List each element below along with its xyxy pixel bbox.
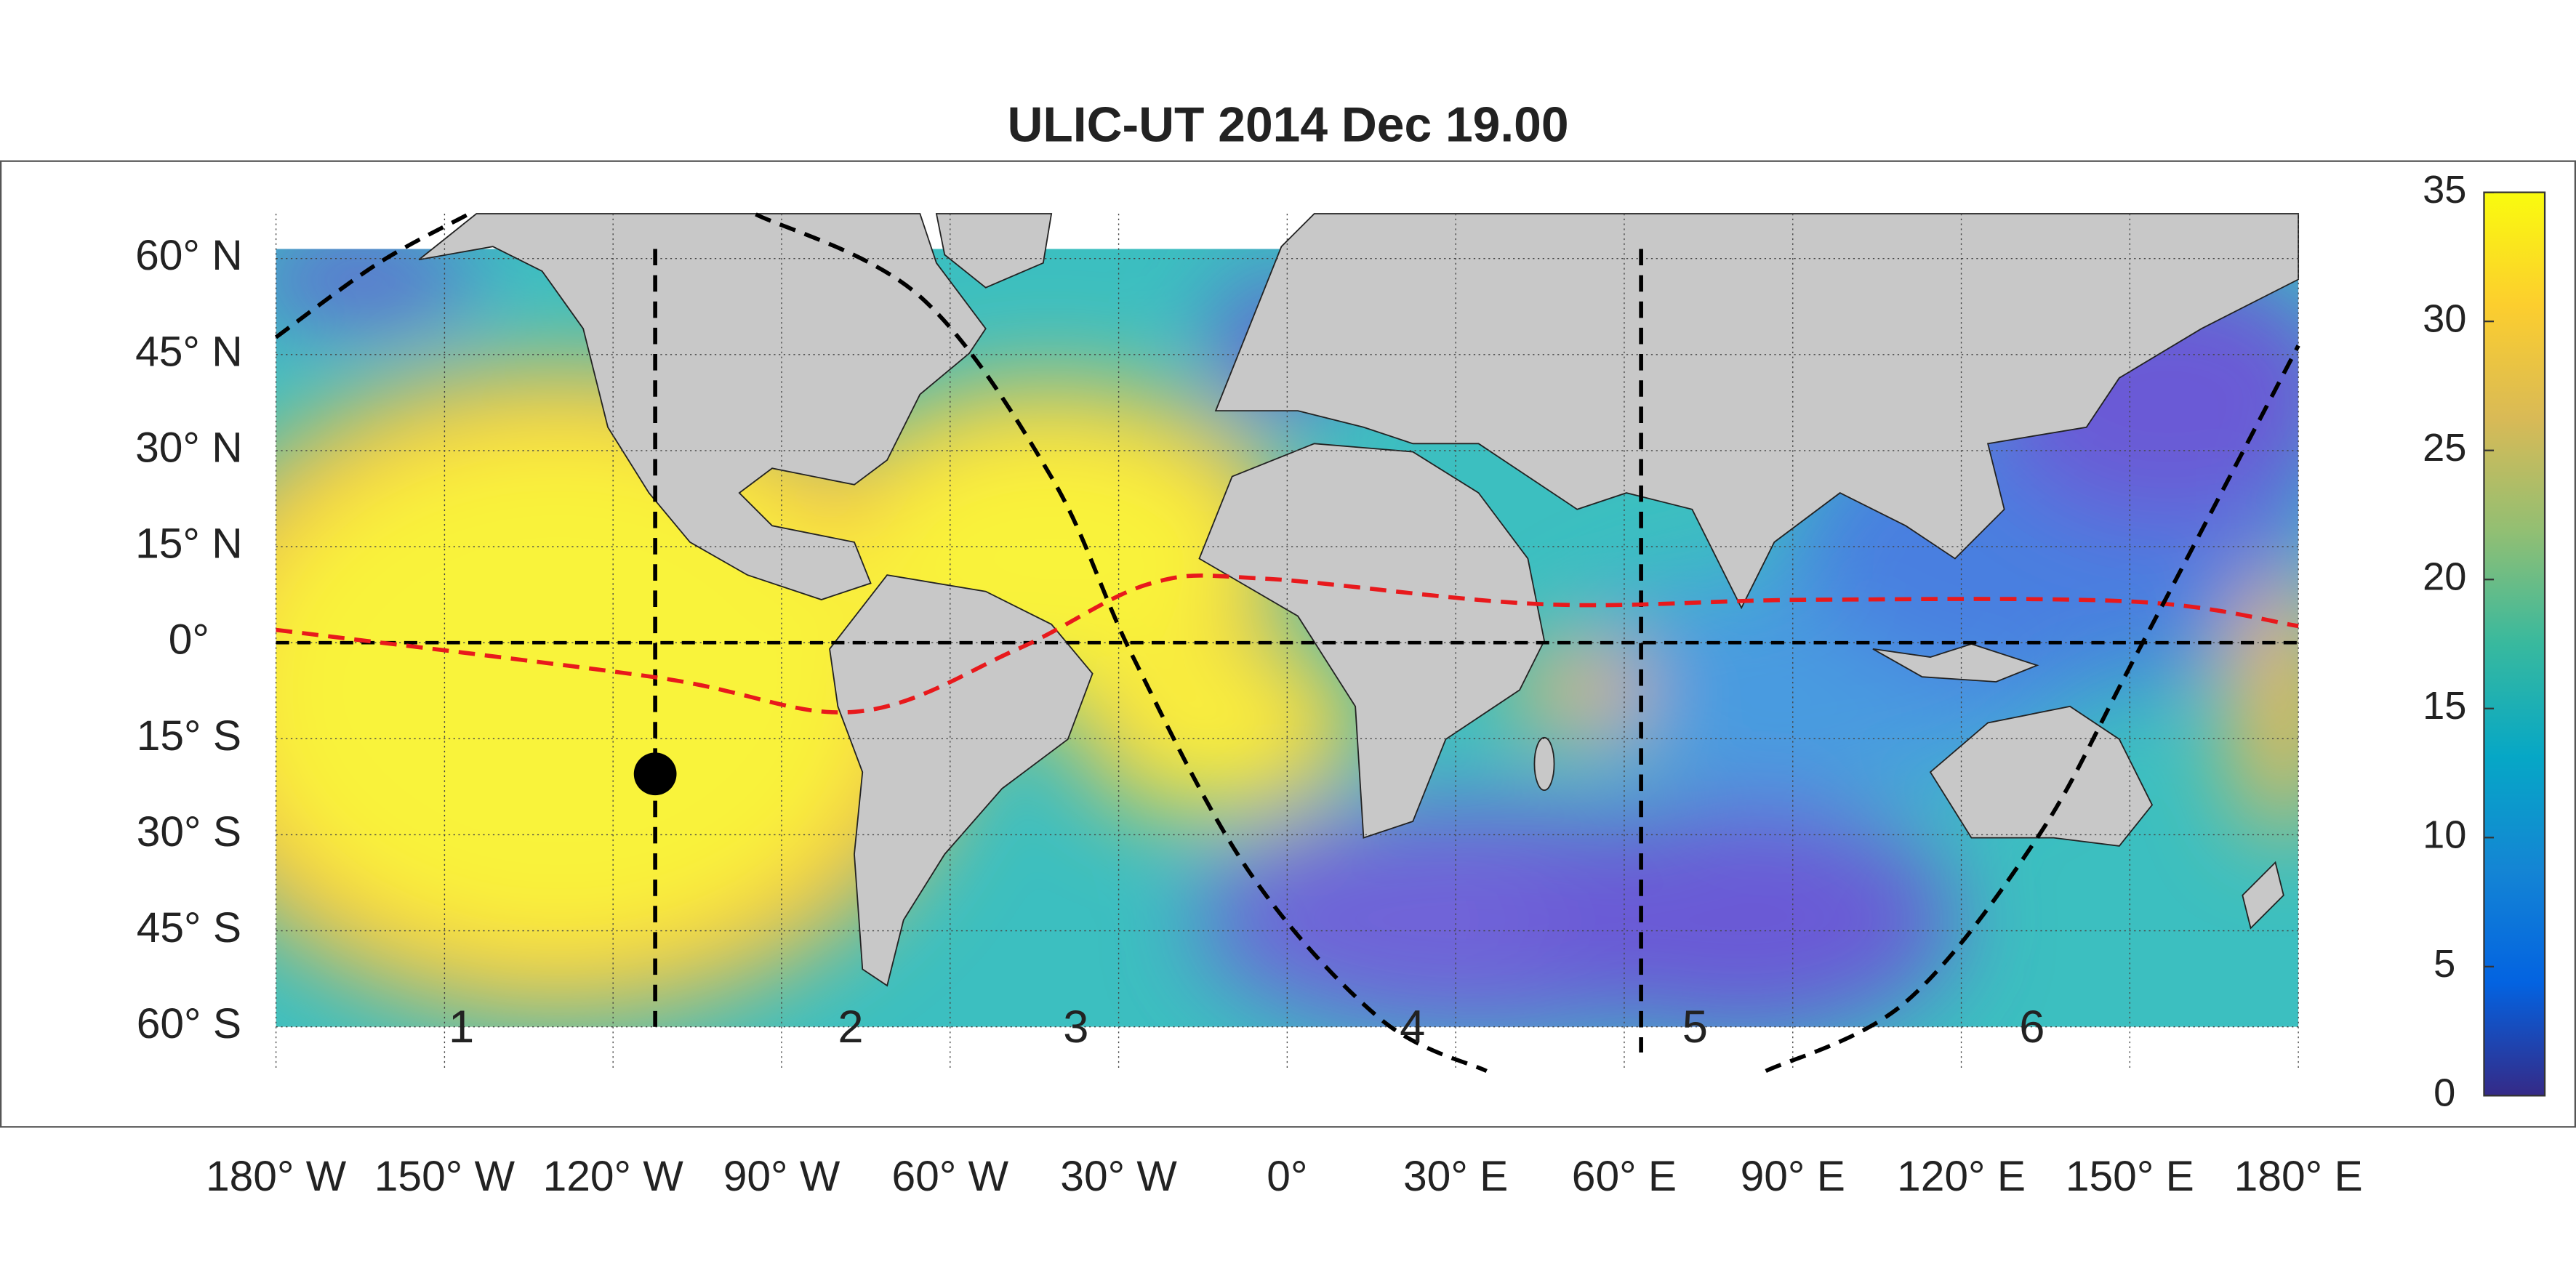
x-tick-label: 180° E	[2234, 1153, 2363, 1200]
colorbar-tick-label: 0	[2433, 1071, 2455, 1115]
ocean-blob	[276, 249, 477, 321]
x-tick-label: 60° E	[1572, 1153, 1677, 1200]
ocean-blob	[1511, 648, 1643, 731]
x-tick-label: 0°	[1267, 1153, 1307, 1200]
x-tick-label: 90° W	[723, 1153, 840, 1200]
north-america	[418, 213, 987, 600]
region-label: 6	[2019, 1002, 2045, 1052]
ocean-blob	[2234, 575, 2299, 838]
y-tick-label: 60° S	[137, 1000, 241, 1047]
greenland	[935, 213, 1053, 289]
colorbar	[2483, 191, 2546, 1097]
x-tick-label: 90° E	[1741, 1153, 1845, 1200]
y-tick-label: 30° S	[137, 808, 241, 856]
x-tick-label: 30° W	[1060, 1153, 1177, 1200]
region-label: 1	[449, 1002, 474, 1052]
ocean-blob	[1528, 805, 1955, 1027]
figure-frame	[0, 160, 2576, 1128]
ocean-blob	[276, 427, 888, 953]
y-tick-label: 0°	[169, 616, 209, 664]
y-tick-label: 15° S	[137, 712, 241, 760]
curve	[1765, 345, 2300, 1074]
chart-title: ULIC-UT 2014 Dec 19.00	[1007, 97, 1568, 152]
curve	[276, 573, 2299, 715]
region-label: 2	[838, 1002, 863, 1052]
australia	[1929, 705, 2154, 847]
x-tick-label: 30° E	[1403, 1153, 1508, 1200]
region-label: 3	[1063, 1002, 1088, 1052]
region-label: 4	[1400, 1002, 1425, 1052]
y-tick-label: 60° N	[135, 232, 243, 279]
africa	[1198, 443, 1545, 839]
colorbar-tick-label: 30	[2423, 297, 2466, 340]
region-label: 5	[1682, 1002, 1708, 1052]
colorbar-tick-label: 15	[2423, 684, 2466, 728]
x-tick-label: 180° W	[206, 1153, 347, 1200]
x-tick-label: 150° E	[2066, 1153, 2194, 1200]
indonesia	[1872, 643, 2039, 683]
site-marker	[633, 752, 677, 796]
y-tick-label: 15° N	[135, 520, 243, 568]
curve	[755, 212, 1488, 1074]
overlay: 1 2 3 4 5 6	[274, 212, 2300, 1074]
y-tick-label: 45° S	[137, 904, 241, 951]
x-tick-label: 60° W	[891, 1153, 1008, 1200]
curve	[274, 212, 470, 339]
south-america	[829, 574, 1094, 987]
x-tick-label: 120° W	[543, 1153, 684, 1200]
colorbar-tick-label: 25	[2423, 426, 2466, 470]
land	[418, 213, 2300, 987]
colorbar-tick-label: 35	[2423, 168, 2466, 212]
y-tick-label: 30° N	[135, 424, 243, 471]
x-tick-label: 150° W	[374, 1153, 515, 1200]
ocean-blob	[1117, 657, 1315, 789]
x-tick-label: 120° E	[1897, 1153, 2026, 1200]
colorbar-tick-label: 5	[2433, 942, 2455, 986]
y-tick-label: 45° N	[135, 328, 243, 375]
colorbar-tick-label: 20	[2423, 555, 2466, 599]
colorbar-tick-label: 10	[2423, 813, 2466, 857]
new-zealand	[2242, 861, 2284, 930]
madagascar	[1533, 736, 1555, 792]
